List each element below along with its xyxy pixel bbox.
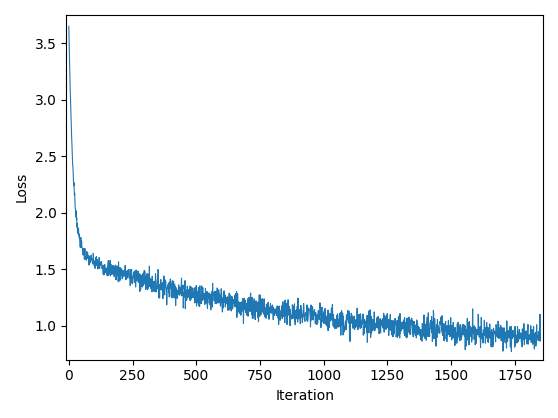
Y-axis label: Loss: Loss bbox=[15, 172, 29, 202]
X-axis label: Iteration: Iteration bbox=[275, 389, 334, 403]
